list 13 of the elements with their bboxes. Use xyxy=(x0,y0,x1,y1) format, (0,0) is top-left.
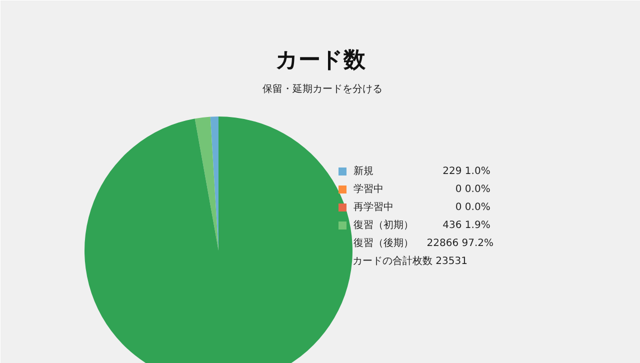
legend-label: 再学習中 xyxy=(354,201,394,213)
text: 0 0.0% xyxy=(455,202,490,213)
legend-label: 学習中 xyxy=(354,183,384,195)
chart-subtitle: 保留・延期カードを分ける xyxy=(262,83,382,95)
slice-label: 復習（後期） xyxy=(354,237,414,249)
legend-label: 新規 xyxy=(354,165,374,177)
legend-label: 復習（初期） xyxy=(354,219,414,231)
text: カードの合計枚数 23531 xyxy=(352,255,468,267)
data-label: 229 1.0% xyxy=(442,166,490,177)
data-label: 436 1.9% xyxy=(442,220,490,231)
data-label: 22866 97.2% xyxy=(426,238,494,249)
text: 0 0.0% xyxy=(455,184,490,195)
chart-title: カード数 xyxy=(276,48,366,73)
